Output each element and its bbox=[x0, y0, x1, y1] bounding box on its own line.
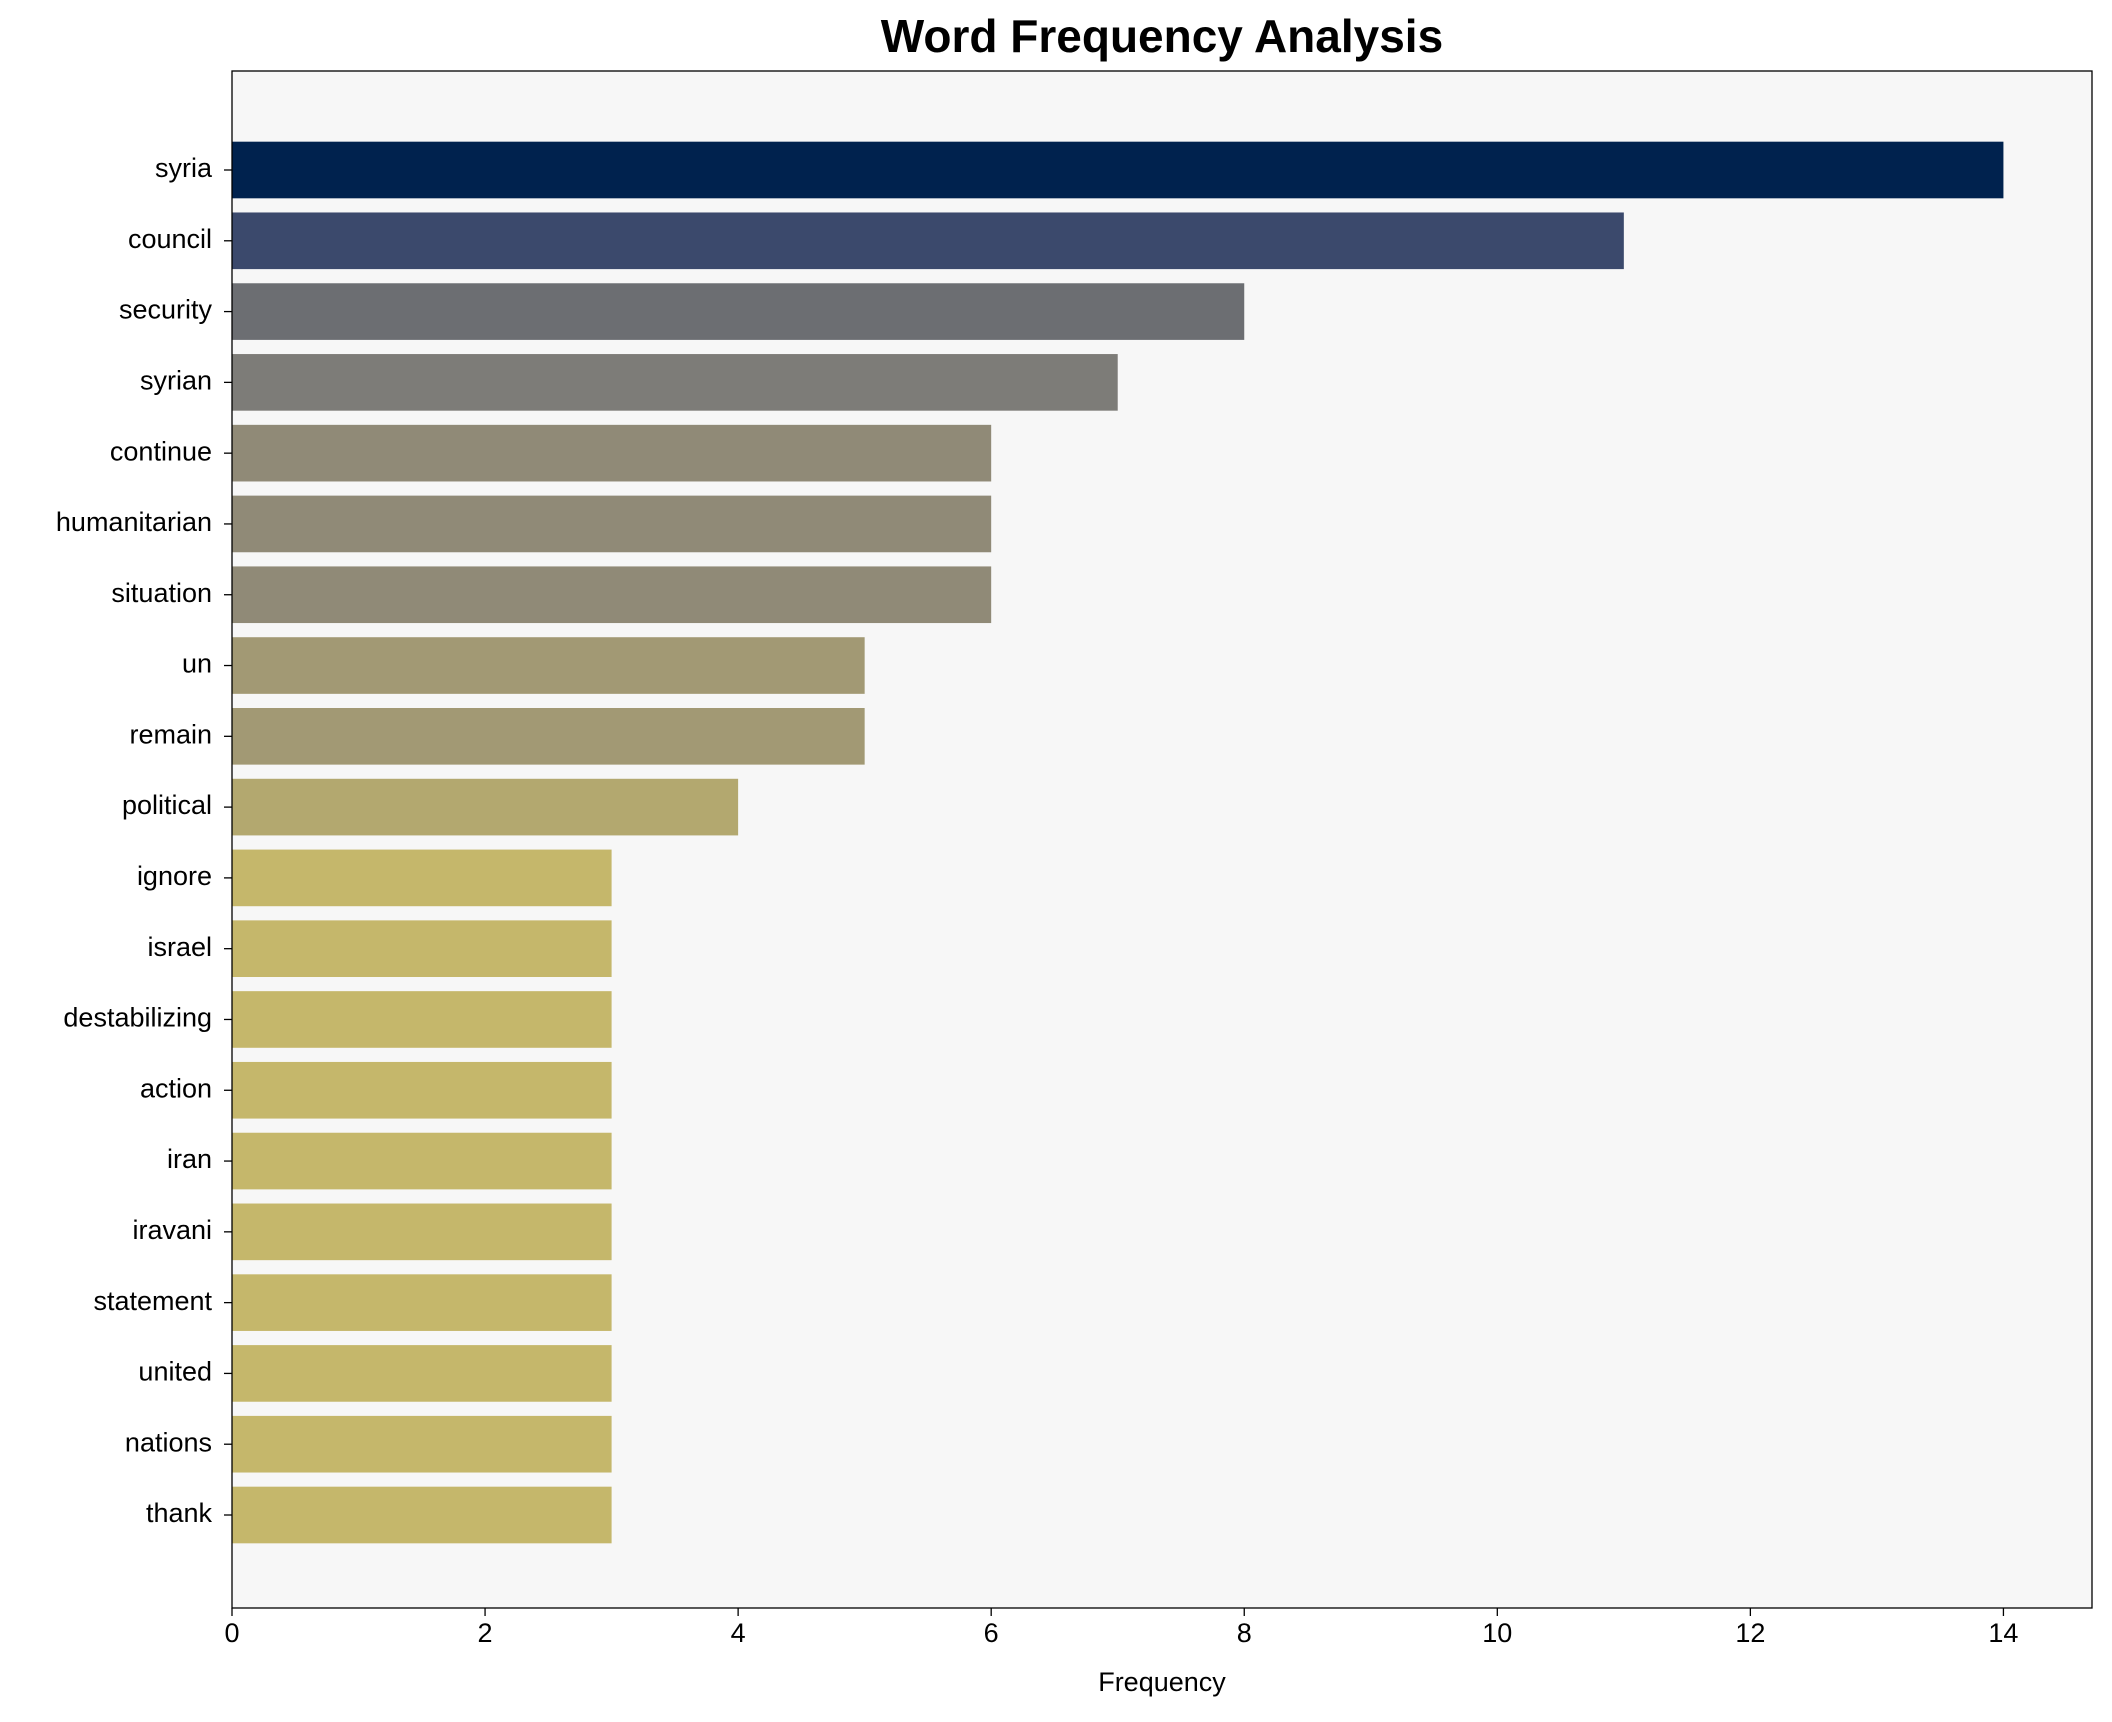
y-tick-label: security bbox=[119, 295, 213, 325]
bar bbox=[232, 212, 1624, 270]
bar bbox=[232, 141, 2004, 199]
bar bbox=[232, 1203, 612, 1261]
bar bbox=[232, 849, 612, 907]
y-tick-label: remain bbox=[129, 719, 212, 749]
y-tick-label: syria bbox=[155, 153, 213, 183]
bar bbox=[232, 1345, 612, 1402]
bar bbox=[232, 708, 865, 765]
bar bbox=[232, 566, 992, 624]
y-tick-label: continue bbox=[110, 436, 212, 466]
y-tick-label: united bbox=[138, 1357, 212, 1387]
x-tick-label: 8 bbox=[1237, 1618, 1252, 1648]
y-tick-label: statement bbox=[93, 1286, 212, 1316]
bar bbox=[232, 778, 739, 836]
bar bbox=[232, 1132, 612, 1190]
y-tick-label: destabilizing bbox=[63, 1003, 212, 1033]
bar bbox=[232, 424, 992, 482]
y-tick-label: thank bbox=[146, 1498, 213, 1528]
bar bbox=[232, 991, 612, 1048]
y-tick-label: iravani bbox=[132, 1215, 212, 1245]
x-tick-label: 12 bbox=[1735, 1618, 1765, 1648]
x-tick-label: 14 bbox=[1988, 1618, 2018, 1648]
bar bbox=[232, 1486, 612, 1544]
y-tick-label: humanitarian bbox=[56, 507, 212, 537]
y-tick-label: political bbox=[122, 790, 212, 820]
y-tick-label: situation bbox=[111, 578, 212, 608]
x-tick-label: 0 bbox=[224, 1618, 239, 1648]
y-tick-label: iran bbox=[167, 1144, 212, 1174]
bar bbox=[232, 354, 1118, 411]
x-axis-label: Frequency bbox=[1098, 1667, 1226, 1697]
x-tick-label: 10 bbox=[1482, 1618, 1512, 1648]
bar bbox=[232, 920, 612, 977]
x-tick-label: 2 bbox=[478, 1618, 493, 1648]
bar bbox=[232, 283, 1245, 340]
y-tick-label: un bbox=[182, 649, 212, 679]
y-tick-label: nations bbox=[125, 1427, 212, 1457]
y-tick-label: council bbox=[128, 224, 212, 254]
chart-title: Word Frequency Analysis bbox=[881, 10, 1443, 62]
axes-frame bbox=[231, 70, 2093, 1609]
x-tick-label: 6 bbox=[984, 1618, 999, 1648]
y-tick-label: action bbox=[140, 1073, 212, 1103]
bar bbox=[232, 637, 865, 694]
x-tick-label: 4 bbox=[731, 1618, 746, 1648]
bar bbox=[232, 495, 992, 553]
y-tick-label: syrian bbox=[140, 365, 212, 395]
y-tick-label: israel bbox=[147, 932, 212, 962]
y-tick-label: ignore bbox=[137, 861, 212, 891]
bar bbox=[232, 1061, 612, 1119]
bar bbox=[232, 1415, 612, 1473]
bar bbox=[232, 1274, 612, 1331]
